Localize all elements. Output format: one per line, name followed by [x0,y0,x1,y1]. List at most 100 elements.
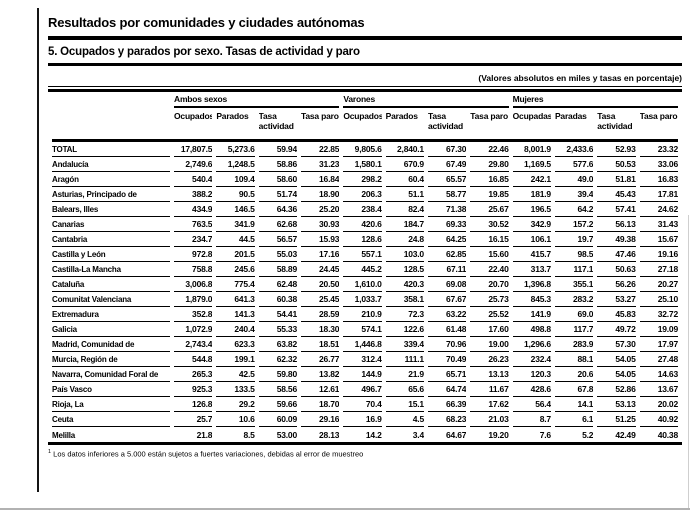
table-row: Galicia 1,072.9 240.4 55.33 18.30 574.1 122.6 6… [52,322,678,337]
cell-value: 20.6 [554,367,594,382]
cell-value: 196.5 [512,202,551,217]
cell-value: 972.8 [174,247,213,262]
cell-value: 498.8 [512,322,551,337]
cell-value: 14.63 [639,367,678,382]
cell-value: 19.09 [639,322,678,337]
cell-value: 117.7 [554,322,594,337]
footnote-marker: 1 [48,449,52,455]
cell-value: 66.39 [427,397,467,412]
column-header: Tasa actividad [258,111,294,132]
cell-value: 109.4 [216,172,255,187]
row-label: País Vasco [52,382,170,397]
column-header: Ocupados [343,111,382,121]
cell-value: 67.67 [427,292,467,307]
cell-value: 67.8 [554,382,594,397]
cell-value: 29.2 [216,397,255,412]
cell-value: 27.48 [639,352,678,367]
cell-value: 64.36 [258,202,297,217]
cell-value: 238.4 [343,202,382,217]
cell-value: 19.20 [488,430,509,440]
table-row: Murcia, Región de 544.8 199.1 62.32 26.77 312… [52,352,678,367]
cell-value: 16.15 [470,232,509,247]
cell-value: 15.1 [385,397,424,412]
cell-value: 61.48 [427,322,467,337]
cell-value: 1,446.8 [343,337,382,352]
cell-value: 65.71 [427,367,467,382]
table-body: TOTAL 17,807.5 5,273.6 59.94 22.85 9,805.6 2,8… [52,142,678,442]
column-header: Ocupados [174,111,213,121]
table-row: Navarra, Comunidad Foral de 265.3 42.5 59.8… [52,367,678,382]
cell-value: 1,169.5 [512,157,551,172]
row-label: Murcia, Región de [52,352,170,367]
cell-value: 30.52 [470,217,509,232]
column-header: Parados [385,111,418,121]
footnote: 1 Los datos inferiores a 5.000 están suj… [48,445,682,459]
table-bottom-rule [48,442,682,445]
cell-value: 13.13 [470,367,509,382]
row-label: Navarra, Comunidad Foral de [52,367,170,382]
cell-value: 103.0 [385,247,424,262]
cell-value: 64.74 [427,382,467,397]
cell-value: 122.6 [385,322,424,337]
table-row: Ceuta 25.7 10.6 60.09 29.16 16.9 4.5 68.23 21.03… [52,412,678,427]
cell-value: 117.1 [554,262,594,277]
cell-value: 3.4 [412,430,424,440]
table-row: Asturias, Principado de 388.2 90.5 51.74 18.… [52,187,678,202]
cell-value: 10.6 [216,412,255,427]
row-label: Canarias [52,217,170,232]
cell-value: 67.11 [427,262,467,277]
cell-value: 54.05 [597,352,636,367]
cell-value: 1,033.7 [343,292,382,307]
column-header: Tasa paro [470,111,509,121]
cell-value: 21.9 [385,367,424,382]
cell-value: 12.61 [300,382,340,397]
group-label: Mujeres [512,92,678,108]
cell-value: 428.6 [512,382,551,397]
cell-value: 641.3 [216,292,255,307]
column-header: Tasa actividad [427,111,464,132]
cell-value: 49.72 [597,322,636,337]
cell-value: 445.2 [343,262,382,277]
cell-value: 53.00 [276,430,297,440]
cell-value: 60.38 [258,292,297,307]
cell-value: 355.1 [554,277,594,292]
cell-value: 51.81 [597,172,636,187]
cell-value: 17.97 [639,337,678,352]
cell-value: 111.1 [385,352,424,367]
cell-value: 69.33 [427,217,467,232]
subhead-spacer-cell [52,108,170,139]
column-header: Parados [216,111,249,121]
cell-value: 67.30 [427,142,467,157]
cell-value: 64.25 [427,232,467,247]
cell-value: 50.63 [597,262,636,277]
table-row: Extremadura 352.8 141.3 54.41 28.59 210.9 72.3… [52,307,678,322]
cell-value: 312.4 [343,352,382,367]
cell-value: 342.9 [512,217,551,232]
group-header-row: Ambos sexos Varones Mujeres [52,92,678,108]
row-label: Galicia [52,322,170,337]
page-content: Resultados por comunidades y ciudades au… [48,13,682,459]
cell-value: 133.5 [216,382,255,397]
table-row: Andalucía 2,749.6 1,248.5 58.86 31.23 1,580.1… [52,157,678,172]
cell-value: 22.46 [470,142,509,157]
cell-value: 90.5 [216,187,255,202]
table-row: Rioja, La 126.8 29.2 59.66 18.70 70.4 15.1 66.3… [52,397,678,412]
cell-value: 64.67 [446,430,467,440]
cell-value: 17.81 [639,187,678,202]
cell-value: 70.49 [427,352,467,367]
cell-value: 245.6 [216,262,255,277]
row-label: Castilla y León [52,247,170,262]
cell-value: 25.45 [300,292,340,307]
row-label: Melilla [52,431,76,440]
cell-value: 62.48 [258,277,297,292]
cell-value: 18.51 [300,337,340,352]
cell-value: 22.85 [300,142,340,157]
cell-value: 56.4 [512,397,551,412]
cell-value: 20.70 [470,277,509,292]
title-rule [48,36,682,40]
cell-value: 13.67 [639,382,678,397]
cell-value: 70.96 [427,337,467,352]
cell-value: 18.90 [300,187,340,202]
cell-value: 25.10 [639,292,678,307]
cell-value: 388.2 [174,187,213,202]
